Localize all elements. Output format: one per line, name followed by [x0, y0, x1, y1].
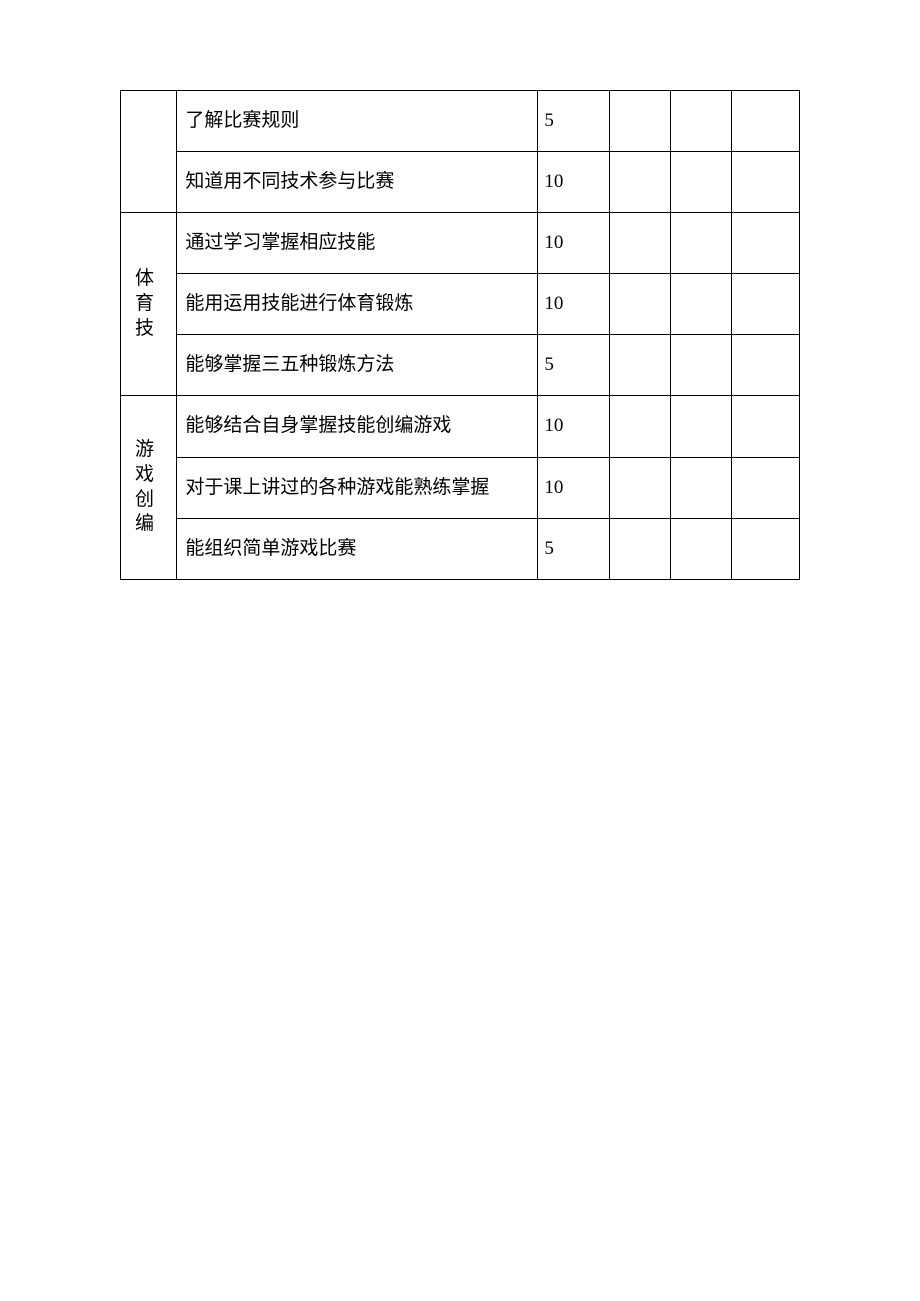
empty-cell — [671, 274, 732, 335]
table-row: 了解比赛规则 5 — [121, 91, 800, 152]
empty-cell — [671, 396, 732, 457]
category-label: 体育技 — [135, 267, 154, 341]
score-cell: 5 — [538, 335, 610, 396]
score-cell: 5 — [538, 518, 610, 579]
score-cell: 10 — [538, 213, 610, 274]
table-row: 能用运用技能进行体育锻炼 10 — [121, 274, 800, 335]
empty-cell — [732, 152, 800, 213]
table-row: 游戏创编 能够结合自身掌握技能创编游戏 10 — [121, 396, 800, 457]
score-cell: 5 — [538, 91, 610, 152]
table-row: 知道用不同技术参与比赛 10 — [121, 152, 800, 213]
desc-cell: 了解比赛规则 — [177, 91, 538, 152]
empty-cell — [610, 396, 671, 457]
desc-cell: 能用运用技能进行体育锻炼 — [177, 274, 538, 335]
empty-cell — [610, 457, 671, 518]
table-row: 对于课上讲过的各种游戏能熟练掌握 10 — [121, 457, 800, 518]
evaluation-table: 了解比赛规则 5 知道用不同技术参与比赛 10 体育技 通过学习掌握相应技能 1… — [120, 90, 800, 580]
table-row: 能组织简单游戏比赛 5 — [121, 518, 800, 579]
desc-cell: 通过学习掌握相应技能 — [177, 213, 538, 274]
empty-cell — [732, 396, 800, 457]
empty-cell — [610, 91, 671, 152]
table-body: 了解比赛规则 5 知道用不同技术参与比赛 10 体育技 通过学习掌握相应技能 1… — [121, 91, 800, 580]
desc-cell: 知道用不同技术参与比赛 — [177, 152, 538, 213]
empty-cell — [671, 91, 732, 152]
category-cell-2: 体育技 — [121, 213, 177, 396]
empty-cell — [732, 213, 800, 274]
table-row: 能够掌握三五种锻炼方法 5 — [121, 335, 800, 396]
empty-cell — [732, 274, 800, 335]
empty-cell — [671, 518, 732, 579]
empty-cell — [610, 518, 671, 579]
empty-cell — [610, 274, 671, 335]
table-row: 体育技 通过学习掌握相应技能 10 — [121, 213, 800, 274]
score-cell: 10 — [538, 396, 610, 457]
empty-cell — [610, 152, 671, 213]
score-cell: 10 — [538, 457, 610, 518]
empty-cell — [610, 213, 671, 274]
desc-cell: 能够结合自身掌握技能创编游戏 — [177, 396, 538, 457]
score-cell: 10 — [538, 152, 610, 213]
empty-cell — [732, 91, 800, 152]
empty-cell — [732, 518, 800, 579]
empty-cell — [671, 152, 732, 213]
empty-cell — [671, 335, 732, 396]
desc-cell: 能组织简单游戏比赛 — [177, 518, 538, 579]
empty-cell — [732, 335, 800, 396]
empty-cell — [671, 213, 732, 274]
empty-cell — [671, 457, 732, 518]
category-cell-1 — [121, 91, 177, 213]
category-label: 游戏创编 — [135, 438, 154, 537]
score-cell: 10 — [538, 274, 610, 335]
desc-cell: 能够掌握三五种锻炼方法 — [177, 335, 538, 396]
empty-cell — [732, 457, 800, 518]
empty-cell — [610, 335, 671, 396]
category-cell-3: 游戏创编 — [121, 396, 177, 579]
desc-cell: 对于课上讲过的各种游戏能熟练掌握 — [177, 457, 538, 518]
